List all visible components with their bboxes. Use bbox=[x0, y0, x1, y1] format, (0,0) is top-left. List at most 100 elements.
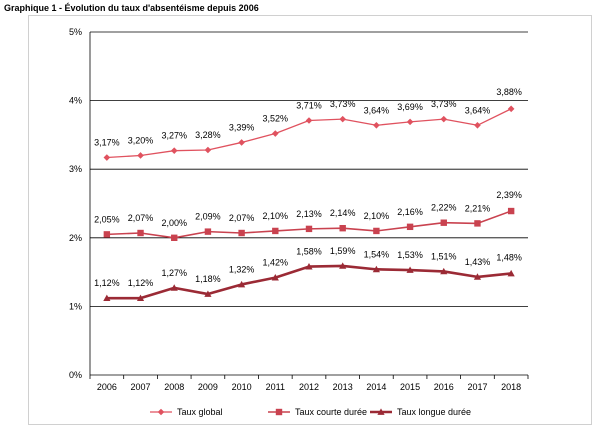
data-point bbox=[305, 225, 313, 233]
data-label: 1,48% bbox=[496, 252, 522, 262]
data-label: 1,58% bbox=[296, 247, 322, 257]
data-label: 3,20% bbox=[128, 135, 154, 145]
data-point bbox=[507, 269, 515, 277]
data-label: 2,10% bbox=[263, 211, 289, 221]
data-label: 2,22% bbox=[431, 203, 457, 213]
data-label: 1,12% bbox=[94, 278, 120, 288]
data-label: 2,07% bbox=[229, 213, 255, 223]
legend-label: Taux global bbox=[177, 407, 223, 417]
x-tick-label: 2009 bbox=[198, 382, 218, 392]
data-label: 3,17% bbox=[94, 138, 120, 148]
data-point bbox=[440, 115, 448, 123]
x-tick-label: 2017 bbox=[467, 382, 487, 392]
data-point bbox=[238, 229, 245, 237]
data-point bbox=[204, 146, 212, 154]
data-label: 2,09% bbox=[195, 212, 221, 222]
data-label: 1,53% bbox=[397, 250, 423, 260]
y-tick-label: 0% bbox=[69, 370, 82, 380]
data-label: 2,00% bbox=[161, 218, 187, 228]
data-label: 3,39% bbox=[229, 122, 255, 132]
x-tick-label: 2018 bbox=[501, 382, 521, 392]
y-tick-label: 4% bbox=[69, 96, 82, 106]
data-point bbox=[238, 280, 246, 288]
data-label: 1,54% bbox=[364, 249, 390, 259]
x-tick-label: 2016 bbox=[434, 382, 454, 392]
data-point bbox=[238, 139, 245, 146]
data-point bbox=[137, 152, 144, 159]
data-point bbox=[406, 223, 414, 231]
data-label: 3,64% bbox=[465, 105, 491, 115]
legend-marker bbox=[377, 408, 385, 415]
data-point bbox=[305, 117, 313, 124]
data-label: 1,59% bbox=[330, 246, 356, 256]
y-tick-label: 5% bbox=[69, 27, 82, 37]
data-point bbox=[171, 234, 178, 241]
x-tick-label: 2007 bbox=[131, 382, 151, 392]
data-label: 3,28% bbox=[195, 130, 221, 140]
x-tick-label: 2014 bbox=[366, 382, 386, 392]
data-label: 1,27% bbox=[161, 268, 187, 278]
x-tick-label: 2008 bbox=[164, 382, 184, 392]
legend-label: Taux longue durée bbox=[397, 407, 471, 417]
data-label: 1,32% bbox=[229, 264, 255, 274]
x-tick-label: 2011 bbox=[266, 382, 285, 392]
data-label: 3,73% bbox=[431, 99, 457, 109]
data-point bbox=[103, 294, 111, 302]
data-point bbox=[137, 229, 144, 237]
x-tick-label: 2006 bbox=[97, 382, 117, 392]
chart-title: Graphique 1 - Évolution du taux d'absent… bbox=[4, 3, 259, 13]
x-tick-label: 2010 bbox=[232, 382, 252, 392]
data-point bbox=[170, 284, 178, 291]
data-point bbox=[272, 227, 279, 235]
data-point bbox=[339, 115, 346, 123]
data-point bbox=[474, 121, 481, 129]
data-point bbox=[271, 273, 279, 281]
data-point bbox=[440, 267, 448, 275]
data-point bbox=[474, 220, 481, 227]
data-label: 2,05% bbox=[94, 214, 120, 224]
data-label: 3,71% bbox=[296, 100, 322, 110]
data-point bbox=[272, 130, 279, 137]
data-point bbox=[305, 263, 313, 270]
data-point bbox=[339, 224, 346, 232]
chart-frame bbox=[28, 15, 592, 425]
data-label: 3,69% bbox=[397, 102, 423, 112]
x-tick-label: 2015 bbox=[400, 382, 420, 392]
data-label: 3,88% bbox=[496, 87, 522, 97]
data-label: 2,39% bbox=[496, 190, 522, 200]
data-label: 1,51% bbox=[431, 251, 457, 261]
x-tick-label: 2012 bbox=[299, 382, 319, 392]
legend-label: Taux courte durée bbox=[295, 407, 367, 417]
data-label: 3,52% bbox=[263, 114, 289, 124]
data-label: 1,42% bbox=[263, 258, 289, 268]
data-point bbox=[103, 154, 111, 161]
data-label: 1,12% bbox=[128, 278, 154, 288]
data-point bbox=[339, 262, 347, 269]
data-label: 3,73% bbox=[330, 99, 356, 109]
data-label: 2,14% bbox=[330, 208, 356, 218]
data-label: 1,18% bbox=[195, 274, 221, 284]
data-point bbox=[170, 147, 178, 154]
y-tick-label: 1% bbox=[69, 301, 82, 311]
data-label: 2,07% bbox=[128, 213, 154, 223]
data-label: 3,64% bbox=[364, 105, 390, 115]
data-point bbox=[473, 273, 482, 280]
data-point bbox=[507, 105, 515, 113]
data-label: 2,21% bbox=[465, 203, 491, 213]
legend-marker bbox=[275, 408, 283, 416]
data-point bbox=[406, 118, 414, 126]
data-point bbox=[136, 294, 145, 302]
data-label: 2,16% bbox=[397, 207, 423, 217]
data-point bbox=[406, 266, 414, 273]
data-label: 3,27% bbox=[161, 131, 187, 141]
data-label: 2,13% bbox=[296, 209, 322, 219]
data-label: 1,43% bbox=[465, 257, 491, 267]
y-tick-label: 3% bbox=[69, 164, 82, 174]
data-point bbox=[204, 228, 212, 235]
data-label: 2,10% bbox=[364, 211, 390, 221]
x-tick-label: 2013 bbox=[333, 382, 353, 392]
data-point bbox=[507, 207, 515, 215]
data-point bbox=[373, 227, 380, 235]
legend-marker bbox=[157, 408, 165, 416]
